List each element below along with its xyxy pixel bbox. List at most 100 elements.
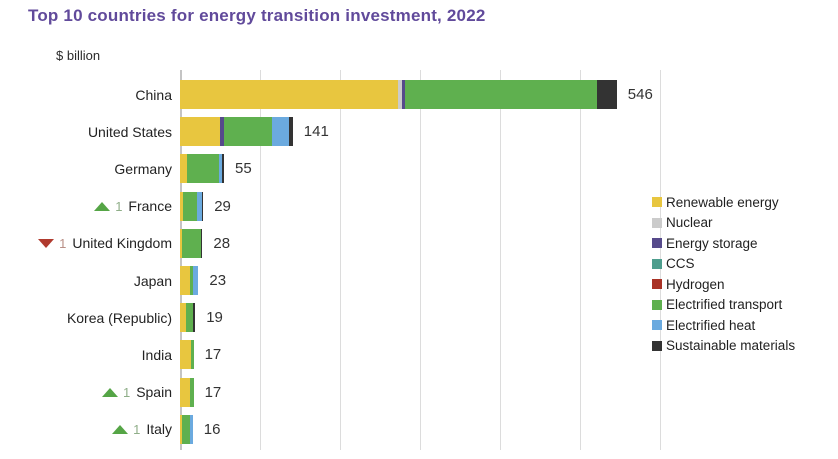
country-name: Spain	[136, 384, 172, 401]
value-label: 28	[213, 234, 231, 252]
y-axis-line	[180, 70, 182, 450]
country-label: 1 Italy	[0, 415, 172, 444]
value-label: 55	[235, 160, 252, 178]
value-label: 17	[204, 383, 222, 401]
bar-segment	[180, 340, 192, 370]
rank-change-value: 1	[115, 198, 123, 214]
rank-change-value: 1	[59, 235, 67, 251]
bar-segment	[220, 117, 224, 147]
legend-label: Energy storage	[666, 235, 758, 251]
country-name: Korea (Republic)	[66, 309, 172, 326]
bar-segment	[192, 303, 196, 333]
rank-change-value: 1	[122, 384, 131, 400]
bar-segment	[202, 191, 204, 221]
legend-item: Electrified heat	[652, 315, 795, 336]
legend-item: Energy storage	[652, 233, 795, 254]
legend-swatch	[652, 217, 662, 228]
bar-segment	[190, 377, 194, 407]
bar-segment	[180, 377, 191, 407]
country-name: Japan	[133, 272, 172, 289]
bar-segment	[180, 154, 188, 184]
gridline	[340, 70, 341, 450]
legend-label: Nuclear	[666, 215, 713, 231]
country-label: China	[0, 80, 172, 109]
bar-segment	[222, 154, 224, 184]
bar-united-kingdom	[180, 228, 203, 258]
bar-united-states	[180, 117, 293, 147]
gridline	[420, 70, 421, 450]
legend-label: Electrified transport	[666, 297, 783, 313]
bar-segment	[186, 303, 193, 333]
bar-segment	[189, 414, 193, 444]
legend-swatch	[652, 340, 662, 351]
rank-change-value: 1	[133, 421, 141, 437]
legend-item: Sustainable materials	[652, 336, 795, 357]
legend-label: CCS	[666, 256, 695, 272]
rank-up-icon	[94, 201, 111, 211]
legend: Renewable energy Nuclear Energy storage CCS…	[652, 192, 795, 356]
rank-up-icon	[101, 387, 118, 397]
legend-item: CCS	[652, 254, 795, 275]
bar-segment	[596, 80, 617, 109]
bar-segment	[180, 414, 183, 444]
bar-segment	[180, 266, 190, 295]
bar-segment	[196, 191, 203, 221]
bar-segment	[189, 266, 193, 295]
legend-item: Hydrogen	[652, 274, 795, 295]
legend-swatch	[652, 320, 662, 331]
bar-segment	[181, 228, 201, 258]
gridline	[260, 70, 261, 450]
bar-segment	[180, 80, 398, 109]
legend-swatch	[652, 238, 662, 249]
bar-segment	[404, 80, 597, 109]
rank-change-indicator: 1	[38, 236, 66, 251]
page-title: Top 10 countries for energy transition i…	[28, 6, 486, 25]
legend-swatch	[652, 258, 662, 269]
legend-swatch	[652, 279, 662, 290]
value-label: 141	[303, 123, 329, 141]
bar-segment	[187, 154, 220, 184]
bar-segment	[272, 117, 289, 147]
unit-label: $ billion	[56, 48, 101, 63]
bar-segment	[397, 80, 402, 109]
country-label: United States	[0, 117, 172, 146]
bar-segment	[401, 80, 405, 109]
rank-change-indicator: 1	[112, 422, 140, 437]
legend-item: Nuclear	[652, 213, 795, 234]
bar-segment	[192, 266, 199, 295]
legend-item: Electrified transport	[652, 295, 795, 316]
bar-korea-republic-	[180, 303, 196, 333]
rank-down-icon	[38, 238, 55, 248]
country-name: France	[128, 198, 172, 215]
legend-item: Renewable energy	[652, 192, 795, 213]
legend-label: Electrified heat	[666, 317, 756, 333]
value-label: 19	[206, 309, 223, 327]
bar-segment	[224, 117, 272, 147]
country-label: 1 United Kingdom	[0, 229, 172, 258]
country-label: Korea (Republic)	[0, 303, 172, 332]
bar-italy	[180, 414, 193, 444]
rank-up-icon	[112, 424, 129, 434]
value-label: 23	[209, 272, 227, 289]
legend-label: Hydrogen	[666, 276, 725, 292]
gridline	[580, 70, 581, 450]
value-label: 29	[214, 197, 231, 215]
country-name: Germany	[114, 160, 172, 177]
bar-segment	[180, 191, 184, 221]
bar-france	[180, 191, 204, 221]
country-label: Japan	[0, 266, 172, 295]
bar-segment	[180, 117, 220, 147]
value-label: 16	[203, 420, 221, 438]
bar-segment	[200, 228, 203, 258]
bar-segment	[182, 414, 190, 444]
country-label: India	[0, 340, 172, 369]
bar-india	[180, 340, 194, 370]
gridline	[500, 70, 501, 450]
country-name: United States	[87, 123, 172, 140]
value-label: 17	[204, 346, 222, 364]
bar-segment	[191, 340, 194, 370]
bar-segment	[288, 117, 293, 147]
country-label: 1 Spain	[0, 378, 172, 407]
